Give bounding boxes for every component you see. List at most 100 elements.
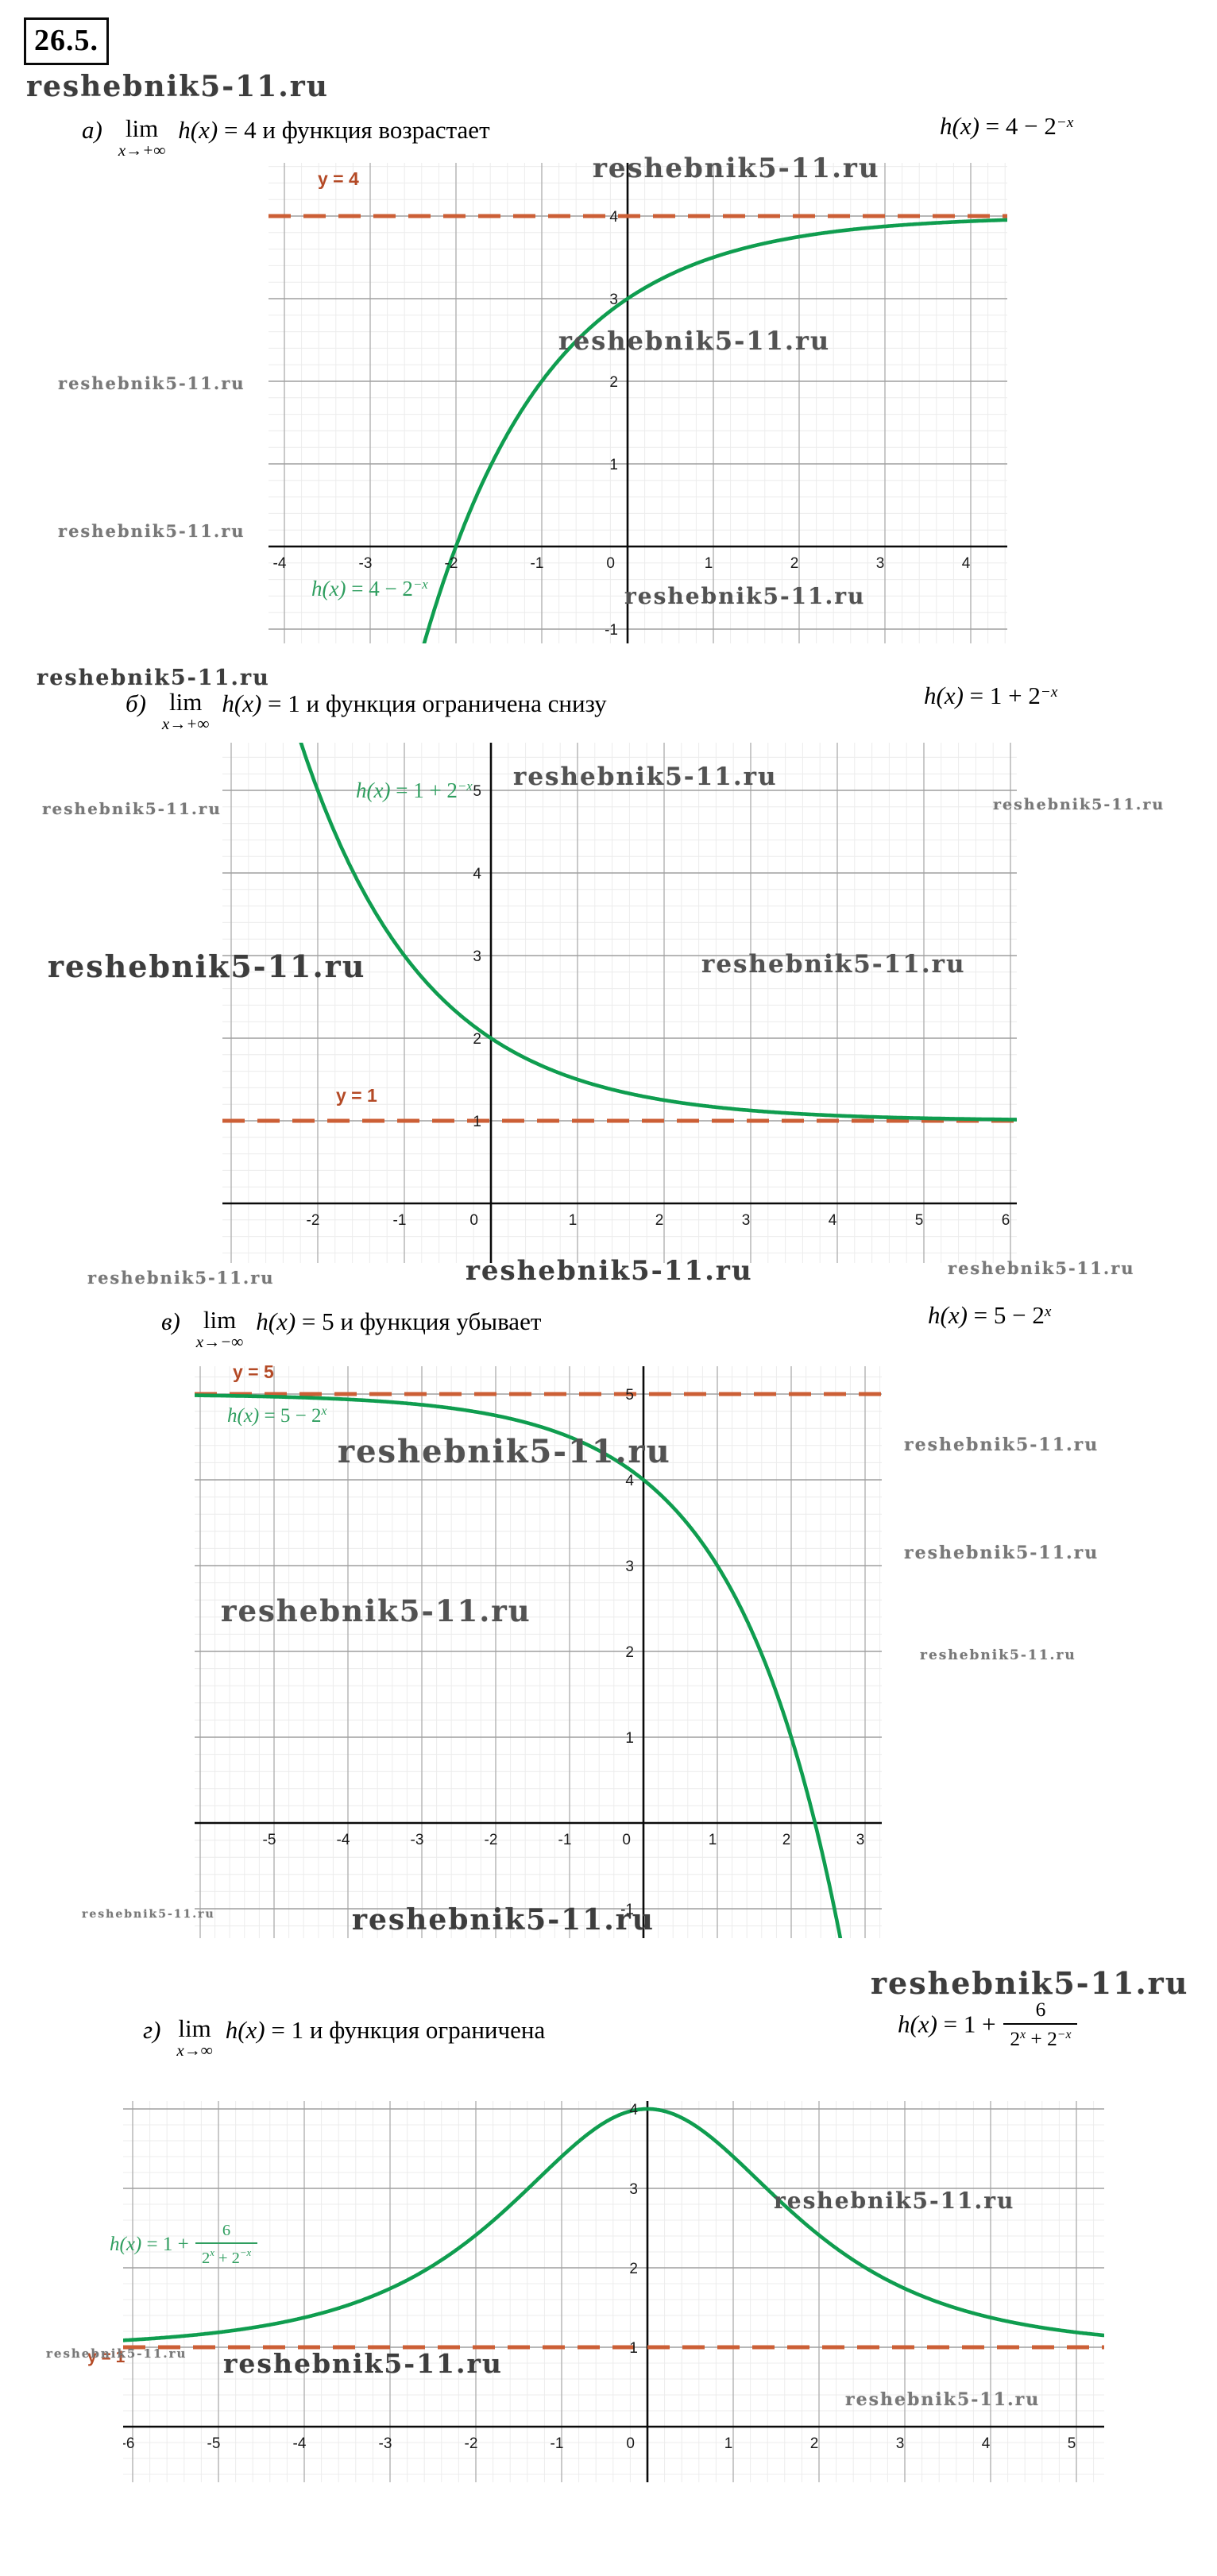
svg-text:2: 2 xyxy=(609,374,618,391)
svg-text:5: 5 xyxy=(625,1387,634,1404)
svg-text:2: 2 xyxy=(629,2261,638,2277)
svg-text:1: 1 xyxy=(709,1832,717,1848)
problem-number: 26.5. xyxy=(24,17,109,65)
svg-text:1: 1 xyxy=(705,555,713,572)
svg-text:-5: -5 xyxy=(207,2435,221,2452)
svg-text:-1: -1 xyxy=(605,622,618,639)
limit-expression: lim x→+∞ xyxy=(161,688,210,733)
watermark: reshebnik5-11.ru xyxy=(338,1433,671,1470)
svg-text:-4: -4 xyxy=(337,1832,350,1848)
svg-text:4: 4 xyxy=(629,2102,638,2118)
curve-equation-label: h(x) = 4 − 2−x xyxy=(311,577,428,601)
watermark: reshebnik5-11.ru xyxy=(920,1647,1076,1663)
graph-part-в: -5 -4 -3 -2 -1 1 2 3 0 -1 1 2 3 4 5 xyxy=(195,1366,882,1938)
graph-part-а: -4 -3 -2 -1 1 2 3 4 0 -1 1 2 3 4 xyxy=(269,163,1007,643)
statement-text: h(x) = 1 и функция ограничена снизу xyxy=(222,689,607,717)
statement-text: h(x) = 4 и функция возрастает xyxy=(178,116,490,144)
svg-text:2: 2 xyxy=(655,1212,664,1229)
svg-text:-6: -6 xyxy=(123,2435,134,2452)
svg-text:-1: -1 xyxy=(558,1832,572,1848)
svg-text:-2: -2 xyxy=(445,555,458,572)
svg-text:-2: -2 xyxy=(485,1832,498,1848)
svg-text:5: 5 xyxy=(915,1212,924,1229)
part-letter: в) xyxy=(161,1307,180,1335)
svg-text:2: 2 xyxy=(790,555,799,572)
svg-text:-5: -5 xyxy=(263,1832,276,1848)
watermark: reshebnik5-11.ru xyxy=(58,521,245,541)
curve-equation-label: h(x) = 1 + 6 2x + 2−x xyxy=(110,2223,259,2268)
svg-text:1: 1 xyxy=(625,1730,634,1747)
watermark: reshebnik5-11.ru xyxy=(466,1255,753,1287)
svg-text:-3: -3 xyxy=(411,1832,424,1848)
svg-text:1: 1 xyxy=(609,457,618,473)
watermark: reshebnik5-11.ru xyxy=(82,1908,215,1921)
svg-text:3: 3 xyxy=(473,948,481,965)
svg-text:5: 5 xyxy=(473,783,481,800)
part-v-header: в) lim x→−∞ h(x) = 5 и функция убывает xyxy=(161,1307,541,1351)
svg-text:2: 2 xyxy=(782,1832,791,1848)
watermark: reshebnik5-11.ru xyxy=(26,70,329,103)
asymptote-label: y = 1 xyxy=(87,2348,126,2366)
svg-text:0: 0 xyxy=(469,1212,478,1229)
limit-expression: lim x→−∞ xyxy=(195,1306,244,1351)
watermark: reshebnik5-11.ru xyxy=(223,2348,503,2379)
svg-text:1: 1 xyxy=(569,1212,578,1229)
svg-text:2: 2 xyxy=(473,1031,481,1048)
part-b-formula: h(x) = 1 + 2−x xyxy=(924,682,1058,709)
watermark: reshebnik5-11.ru xyxy=(221,1593,531,1628)
svg-text:3: 3 xyxy=(629,2181,638,2198)
watermark: reshebnik5-11.ru xyxy=(845,2389,1041,2410)
statement-text: h(x) = 1 и функция ограничена xyxy=(225,2016,546,2044)
part-v-formula: h(x) = 5 − 2x xyxy=(928,1301,1052,1329)
part-g-header: г) lim x→∞ h(x) = 1 и функция ограничена xyxy=(143,2016,545,2060)
svg-text:-3: -3 xyxy=(379,2435,392,2452)
svg-text:-1: -1 xyxy=(393,1212,407,1229)
svg-text:1: 1 xyxy=(629,2340,638,2357)
svg-text:4: 4 xyxy=(829,1212,837,1229)
svg-text:-4: -4 xyxy=(293,2435,307,2452)
part-a-formula: h(x) = 4 − 2−x xyxy=(940,112,1074,140)
watermark: reshebnik5-11.ru xyxy=(948,1258,1135,1278)
watermark: reshebnik5-11.ru xyxy=(87,1268,275,1288)
watermark: reshebnik5-11.ru xyxy=(774,2188,1015,2214)
svg-text:3: 3 xyxy=(896,2435,905,2452)
statement-text: h(x) = 5 и функция убывает xyxy=(256,1307,542,1335)
svg-text:2: 2 xyxy=(625,1644,634,1661)
svg-text:-2: -2 xyxy=(465,2435,478,2452)
watermark: reshebnik5-11.ru xyxy=(352,1903,655,1937)
svg-text:2: 2 xyxy=(810,2435,819,2452)
curve-equation-label: h(x) = 1 + 2−x xyxy=(356,778,473,802)
svg-text:3: 3 xyxy=(856,1832,865,1848)
limit-expression: lim x→∞ xyxy=(176,2014,213,2060)
svg-text:4: 4 xyxy=(473,866,481,882)
svg-text:0: 0 xyxy=(626,2435,635,2452)
svg-text:3: 3 xyxy=(742,1212,751,1229)
svg-text:6: 6 xyxy=(1002,1212,1010,1229)
watermark: reshebnik5-11.ru xyxy=(46,2346,187,2361)
svg-text:5: 5 xyxy=(1068,2435,1076,2452)
watermark: reshebnik5-11.ru xyxy=(58,373,245,393)
watermark: reshebnik5-11.ru xyxy=(701,950,966,979)
part-a-header: а) lim x→+∞ h(x) = 4 и функция возрастае… xyxy=(82,116,490,160)
watermark: reshebnik5-11.ru xyxy=(558,326,831,356)
watermark: reshebnik5-11.ru xyxy=(513,763,778,791)
watermark: reshebnik5-11.ru xyxy=(37,666,270,690)
svg-text:-4: -4 xyxy=(273,555,287,572)
asymptote-label: y = 1 xyxy=(336,1085,377,1106)
svg-text:4: 4 xyxy=(625,1473,634,1489)
svg-text:-1: -1 xyxy=(620,1902,634,1918)
svg-text:3: 3 xyxy=(625,1558,634,1575)
svg-text:0: 0 xyxy=(606,555,615,572)
asymptote-label: y = 4 xyxy=(318,168,359,189)
svg-text:-1: -1 xyxy=(531,555,544,572)
part-letter: г) xyxy=(143,2016,161,2044)
watermark: reshebnik5-11.ru xyxy=(42,799,222,818)
watermark: reshebnik5-11.ru xyxy=(593,153,880,184)
watermark: reshebnik5-11.ru xyxy=(993,796,1165,813)
watermark: reshebnik5-11.ru xyxy=(48,948,366,984)
limit-expression: lim x→+∞ xyxy=(118,114,166,160)
asymptote-label: y = 5 xyxy=(233,1361,274,1382)
watermark: reshebnik5-11.ru xyxy=(624,583,866,609)
curve-equation-label: h(x) = 5 − 2x xyxy=(227,1404,327,1427)
